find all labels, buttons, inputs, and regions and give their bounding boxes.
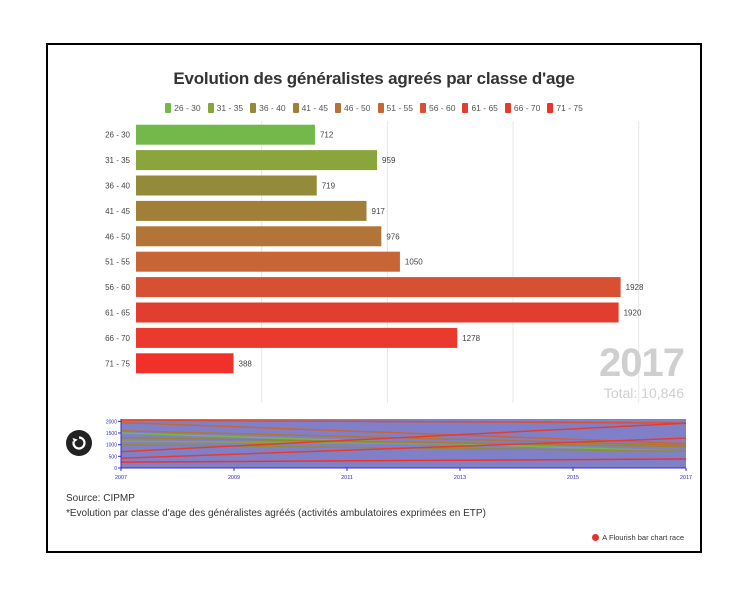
category-label: 56 - 60: [105, 283, 130, 292]
category-label: 71 - 75: [105, 359, 130, 368]
legend-item: 46 - 50: [335, 103, 371, 113]
legend-swatch: [462, 103, 469, 113]
timeline-x-tick-label: 2017: [680, 475, 692, 481]
legend-item: 41 - 45: [292, 103, 329, 113]
category-label: 66 - 70: [105, 334, 130, 343]
legend-swatch: [335, 103, 342, 113]
timeline-y-tick-label: 500: [109, 454, 118, 460]
bar: [136, 353, 234, 374]
timeline-line: [120, 421, 687, 445]
legend-swatch: [547, 103, 554, 113]
bar: [136, 200, 367, 221]
total-label: Total: 10,846: [603, 385, 684, 401]
timeline-x-tick-label: 2015: [567, 475, 579, 481]
bar: [136, 302, 619, 323]
legend-item: 36 - 40: [250, 103, 286, 113]
value-label: 1278: [462, 334, 480, 343]
legend-label: 51 - 55: [386, 103, 413, 113]
legend-swatch: [419, 103, 426, 113]
credit-label: A Flourish bar chart race: [602, 533, 684, 542]
category-label: 36 - 40: [105, 182, 130, 191]
timeline-line: [120, 422, 687, 453]
timeline-y-tick-label: 2000: [106, 419, 117, 425]
bar: [136, 124, 315, 145]
bar: [136, 277, 621, 298]
legend-item: 26 - 30: [165, 103, 201, 113]
replay-button[interactable]: [66, 430, 92, 456]
source-text: Source: CIPMP: [66, 493, 135, 504]
value-label: 1050: [405, 258, 423, 267]
timeline-y-tick-label: 1000: [106, 443, 117, 449]
legend-label: 31 - 35: [216, 103, 244, 113]
legend-label: 66 - 70: [513, 103, 541, 113]
flourish-credit-link[interactable]: A Flourish bar chart race: [592, 533, 684, 542]
timeline-y-tick-label: 1500: [106, 431, 117, 437]
category-label: 61 - 65: [105, 309, 130, 318]
legend-label: 56 - 60: [428, 103, 456, 113]
timeline-line: [120, 419, 687, 424]
value-label: 388: [239, 359, 253, 368]
legend-swatch: [165, 103, 172, 113]
flourish-logo-icon: [592, 534, 600, 541]
legend-item: 56 - 60: [419, 103, 456, 113]
timeline-line: [120, 437, 687, 459]
legend-item: 66 - 70: [504, 103, 541, 113]
category-label: 51 - 55: [105, 258, 130, 267]
timeline-y-tick-label: 0: [114, 466, 117, 472]
value-label: 959: [382, 156, 396, 165]
legend-item: 61 - 65: [462, 103, 498, 113]
legend-label: 41 - 45: [301, 103, 329, 113]
category-label: 26 - 30: [105, 131, 130, 140]
timeline-x-tick-label: 2009: [228, 475, 240, 481]
timeline-line: [120, 458, 687, 463]
value-label: 1928: [626, 283, 644, 292]
value-label: 976: [386, 232, 400, 241]
bar-chart: 26 - 30 712 31 - 35 959 36 - 40 719 41 - 45 917…: [105, 121, 692, 481]
bar: [136, 175, 317, 196]
timeline-line: [120, 436, 687, 448]
legend-label: 36 - 40: [259, 103, 286, 113]
bar: [136, 327, 458, 348]
legend-swatch: [207, 103, 214, 113]
legend: 26 - 30 31 - 35 36 - 40 41 - 45 46 - 50 51 - …: [48, 103, 700, 113]
legend-item: 51 - 55: [377, 103, 413, 113]
value-label: 1920: [624, 309, 642, 318]
value-label: 712: [320, 131, 334, 140]
value-label: 917: [372, 207, 386, 216]
legend-label: 61 - 65: [471, 103, 498, 113]
replay-icon: [72, 436, 86, 450]
bar: [136, 150, 378, 171]
timeline-x-tick-label: 2013: [454, 475, 466, 481]
legend-label: 46 - 50: [344, 103, 371, 113]
legend-swatch: [292, 103, 299, 113]
chart-frame: Evolution des généralistes agreés par cl…: [46, 43, 702, 553]
legend-item: 31 - 35: [207, 103, 244, 113]
timeline-x-tick-label: 2007: [115, 475, 127, 481]
legend-swatch: [250, 103, 257, 113]
timeline-x-tick-label: 2011: [341, 475, 353, 481]
legend-item: 71 - 75: [547, 103, 583, 113]
bar: [136, 226, 382, 247]
category-label: 31 - 35: [105, 156, 130, 165]
category-label: 41 - 45: [105, 207, 130, 216]
value-label: 719: [322, 182, 336, 191]
footnote-text: *Evolution par classe d'age des générali…: [66, 508, 486, 519]
chart-title: Evolution des généralistes agreés par cl…: [173, 69, 575, 88]
year-label: 2017: [599, 341, 685, 385]
category-label: 46 - 50: [105, 232, 130, 241]
legend-swatch: [504, 103, 511, 113]
legend-label: 71 - 75: [556, 103, 583, 113]
legend-swatch: [377, 103, 384, 113]
legend-label: 26 - 30: [174, 103, 201, 113]
bar: [136, 251, 400, 272]
